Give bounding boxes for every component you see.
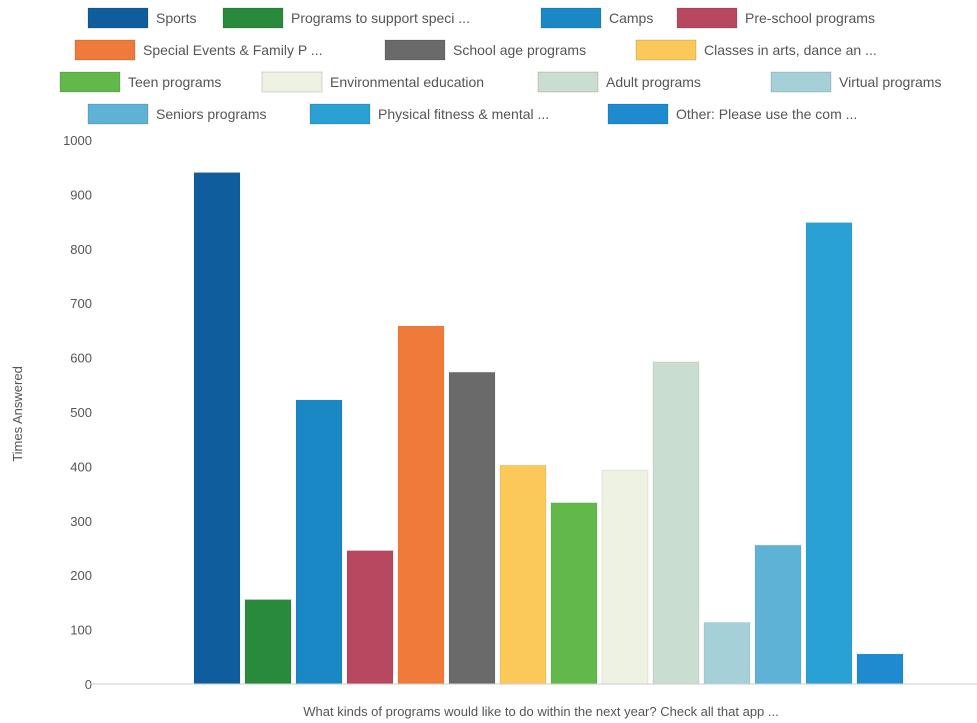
- bar-9[interactable]: [601, 469, 649, 685]
- legend-label: Special Events & Family P ...: [143, 42, 322, 58]
- y-axis: 0 100 200 300 400 500 600 700 800 900 1000: [63, 133, 92, 692]
- legend-swatch: [87, 7, 149, 29]
- legend-swatch: [540, 7, 602, 29]
- bar-8[interactable]: [550, 502, 598, 685]
- legend-swatch: [607, 103, 669, 125]
- legend-item-13[interactable]: Physical fitness & mental ...: [309, 103, 549, 125]
- legend-label: Environmental education: [330, 74, 484, 90]
- y-tick-label: 700: [70, 296, 92, 311]
- legend-label: Classes in arts, dance an ...: [704, 42, 877, 58]
- y-tick-label: 400: [70, 459, 92, 474]
- legend-item-6[interactable]: School age programs: [384, 39, 586, 61]
- y-tick-label: 800: [70, 242, 92, 257]
- legend-swatch: [537, 71, 599, 93]
- bar-5[interactable]: [397, 325, 445, 685]
- legend-item-2[interactable]: Programs to support speci ...: [222, 7, 470, 29]
- bar-6[interactable]: [448, 371, 496, 685]
- y-tick-label: 1000: [63, 133, 92, 148]
- legend-item-10[interactable]: Adult programs: [537, 71, 701, 93]
- legend-item-7[interactable]: Classes in arts, dance an ...: [635, 39, 877, 61]
- y-tick-label: 600: [70, 351, 92, 366]
- legend-swatch: [635, 39, 697, 61]
- legend-label: Physical fitness & mental ...: [378, 106, 549, 122]
- legend-label: Seniors programs: [156, 106, 267, 122]
- bar-3[interactable]: [295, 399, 343, 685]
- bar-12[interactable]: [754, 544, 802, 685]
- legend-item-5[interactable]: Special Events & Family P ...: [74, 39, 322, 61]
- y-axis-title: Times Answered: [10, 366, 25, 462]
- y-tick-label: 100: [70, 623, 92, 638]
- legend-swatch: [384, 39, 446, 61]
- x-axis-title: What kinds of programs would like to do …: [303, 704, 778, 719]
- legend-label: Teen programs: [128, 74, 221, 90]
- legend-item-12[interactable]: Seniors programs: [87, 103, 267, 125]
- bar-4[interactable]: [346, 550, 394, 685]
- legend-label: Adult programs: [606, 74, 701, 90]
- legend-item-4[interactable]: Pre-school programs: [676, 7, 875, 29]
- legend-label: Virtual programs: [839, 74, 941, 90]
- legend-swatch: [74, 39, 136, 61]
- legend-swatch: [87, 103, 149, 125]
- y-tick-label: 500: [70, 405, 92, 420]
- legend-item-9[interactable]: Environmental education: [261, 71, 484, 93]
- bar-13[interactable]: [805, 222, 853, 685]
- legend-label: Camps: [609, 10, 653, 26]
- y-tick-label: 300: [70, 514, 92, 529]
- legend-item-14[interactable]: Other: Please use the com ...: [607, 103, 857, 125]
- chart-legend: Sports Programs to support speci ... Camps…: [59, 7, 941, 125]
- legend-label: Other: Please use the com ...: [676, 106, 857, 122]
- legend-swatch: [770, 71, 832, 93]
- bars-group: [193, 172, 904, 685]
- legend-swatch: [222, 7, 284, 29]
- y-tick-label: 200: [70, 568, 92, 583]
- legend-item-1[interactable]: Sports: [87, 7, 196, 29]
- bar-11[interactable]: [703, 622, 751, 685]
- legend-item-11[interactable]: Virtual programs: [770, 71, 941, 93]
- bar-14[interactable]: [856, 653, 904, 685]
- legend-swatch: [309, 103, 371, 125]
- legend-label: Sports: [156, 10, 196, 26]
- bar-1[interactable]: [193, 172, 241, 685]
- legend-swatch: [676, 7, 738, 29]
- bar-2[interactable]: [244, 599, 292, 685]
- legend-swatch: [261, 71, 323, 93]
- bar-7[interactable]: [499, 464, 547, 685]
- legend-label: School age programs: [453, 42, 586, 58]
- legend-label: Programs to support speci ...: [291, 10, 470, 26]
- y-tick-label: 900: [70, 187, 92, 202]
- bar-10[interactable]: [652, 361, 700, 685]
- legend-swatch: [59, 71, 121, 93]
- legend-label: Pre-school programs: [745, 10, 875, 26]
- legend-item-8[interactable]: Teen programs: [59, 71, 221, 93]
- y-tick-label: 0: [85, 677, 92, 692]
- legend-item-3[interactable]: Camps: [540, 7, 653, 29]
